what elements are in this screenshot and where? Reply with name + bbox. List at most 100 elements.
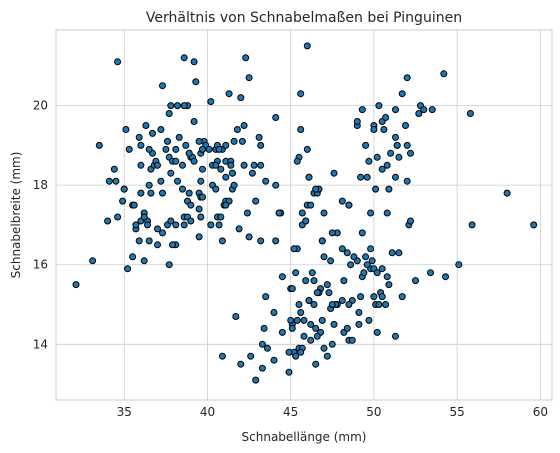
- data-point: [114, 58, 122, 66]
- data-point: [367, 209, 375, 217]
- data-point: [165, 261, 173, 269]
- data-point: [262, 177, 270, 185]
- data-point: [149, 129, 156, 137]
- data-point: [363, 173, 371, 181]
- data-point: [95, 141, 103, 149]
- data-point: [338, 297, 346, 304]
- data-point: [375, 102, 383, 110]
- data-point: [358, 106, 366, 114]
- data-point: [104, 217, 112, 225]
- data-point: [312, 185, 320, 193]
- data-point: [112, 177, 120, 185]
- data-point: [370, 126, 378, 133]
- data-point: [218, 352, 226, 360]
- data-point: [378, 265, 386, 273]
- data-point: [385, 281, 393, 289]
- data-point: [258, 364, 266, 372]
- data-point: [222, 173, 230, 181]
- data-point: [302, 277, 310, 285]
- data-point: [358, 229, 366, 237]
- y-tick-label: 18: [33, 178, 48, 192]
- data-point: [338, 197, 346, 205]
- data-point: [137, 141, 145, 149]
- data-point: [300, 332, 308, 340]
- data-point: [237, 360, 245, 368]
- data-point: [197, 213, 205, 221]
- data-point: [285, 348, 293, 356]
- data-point: [225, 90, 233, 98]
- data-point: [262, 293, 270, 301]
- data-point: [157, 126, 165, 133]
- data-point: [159, 189, 166, 197]
- data-point: [154, 161, 161, 169]
- data-point: [338, 245, 346, 253]
- data-point: [375, 301, 383, 308]
- data-point: [228, 169, 236, 177]
- data-point: [145, 145, 153, 153]
- data-point: [199, 145, 206, 153]
- data-point: [307, 201, 315, 209]
- data-point: [212, 161, 220, 169]
- data-point: [380, 126, 388, 133]
- data-point: [328, 340, 336, 348]
- data-point: [407, 217, 414, 225]
- x-axis-label: Schnabellänge (mm): [242, 430, 367, 444]
- data-point: [318, 237, 326, 245]
- data-point: [167, 102, 175, 110]
- data-point: [235, 225, 243, 233]
- data-point: [288, 285, 296, 293]
- data-point: [313, 289, 321, 297]
- data-point: [345, 201, 353, 209]
- data-point: [144, 221, 151, 229]
- data-point: [403, 177, 411, 185]
- data-point: [157, 177, 165, 185]
- data-point: [257, 161, 265, 169]
- data-point: [328, 301, 336, 308]
- data-point: [348, 336, 356, 344]
- data-point: [388, 249, 396, 257]
- data-point: [122, 126, 130, 133]
- data-point: [187, 217, 195, 225]
- data-point: [305, 173, 313, 181]
- data-point: [330, 320, 338, 328]
- data-point: [212, 185, 220, 193]
- x-tick-label: 35: [117, 405, 132, 419]
- data-point: [368, 257, 376, 265]
- data-point: [245, 233, 253, 241]
- data-point: [387, 149, 395, 157]
- data-point: [222, 201, 230, 209]
- x-tick-label: 45: [283, 405, 298, 419]
- data-point: [297, 126, 305, 133]
- data-point: [373, 328, 381, 336]
- data-points: [72, 42, 538, 384]
- data-point: [440, 70, 448, 78]
- x-tick-label: 40: [200, 405, 215, 419]
- data-point: [466, 110, 474, 117]
- data-point: [240, 122, 248, 129]
- data-point: [180, 54, 188, 62]
- data-point: [363, 261, 371, 269]
- data-point: [362, 253, 370, 261]
- data-point: [357, 293, 365, 301]
- data-point: [238, 137, 246, 145]
- data-point: [270, 309, 278, 316]
- data-point: [129, 253, 137, 261]
- data-point: [307, 320, 315, 328]
- data-point: [365, 316, 373, 324]
- data-point: [383, 161, 391, 169]
- data-point: [232, 313, 240, 320]
- data-point: [135, 237, 143, 245]
- data-point: [372, 185, 380, 193]
- grid-lines: [56, 30, 552, 400]
- plot-area-frame: [55, 29, 553, 401]
- data-point: [222, 141, 230, 149]
- data-point: [167, 169, 175, 177]
- data-point: [427, 269, 434, 277]
- data-point: [320, 344, 328, 352]
- data-point: [293, 316, 301, 324]
- data-point: [207, 98, 215, 106]
- data-point: [307, 336, 315, 344]
- data-point: [285, 368, 293, 376]
- data-point: [370, 293, 378, 301]
- data-point: [252, 376, 260, 384]
